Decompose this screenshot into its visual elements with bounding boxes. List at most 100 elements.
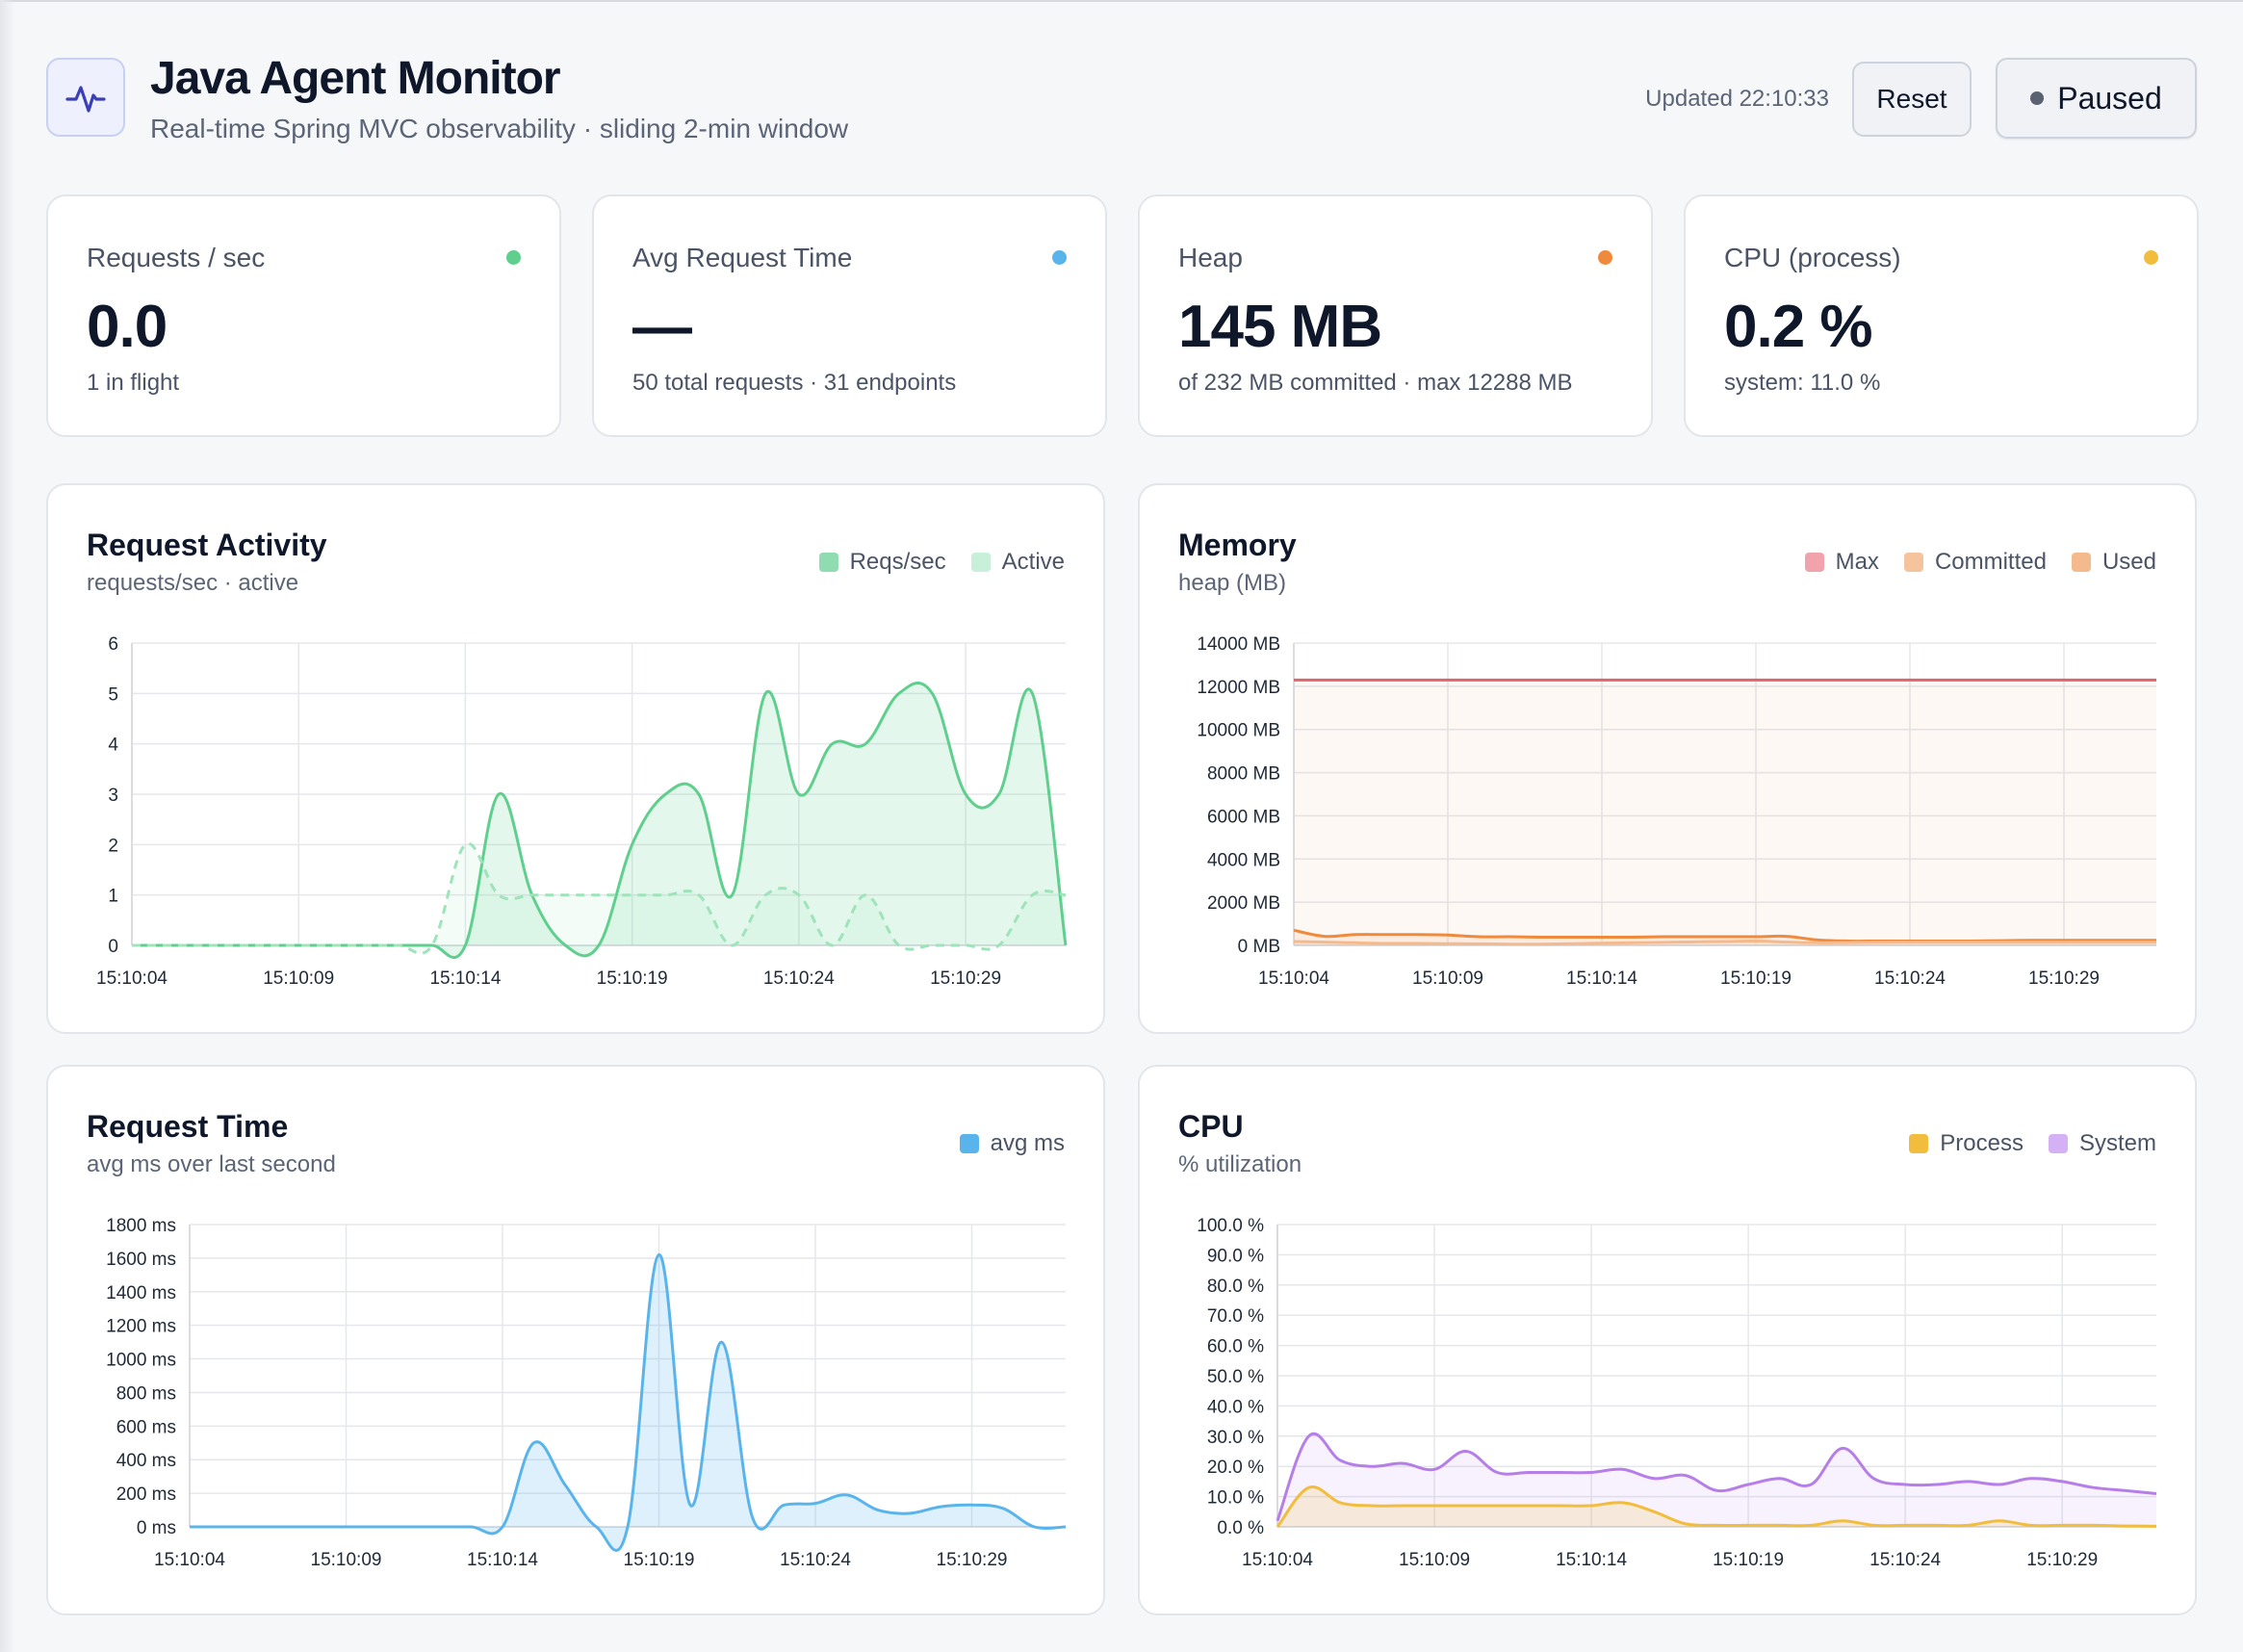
legend-swatch <box>2048 1134 2068 1153</box>
series-line-committed <box>1293 928 2156 943</box>
memory-panel: Memory heap (MB) Max Committed Used 0 MB 20… <box>1138 483 2197 1034</box>
updated-timestamp: Updated 22:10:33 <box>1645 86 1829 112</box>
stat-subtext: of 232 MB committed · max 12288 MB <box>1178 370 1573 396</box>
status-dot <box>506 250 521 265</box>
x-tick-label: 15:10:24 <box>1869 1550 1941 1570</box>
status-dot <box>2144 250 2158 265</box>
reset-button[interactable]: Reset <box>1852 62 1972 137</box>
legend-label: avg ms <box>990 1130 1065 1156</box>
chart-legend: Process System <box>1909 1130 2156 1157</box>
x-tick-label: 15:10:14 <box>467 1550 538 1570</box>
legend-item[interactable]: Committed <box>1903 549 2047 576</box>
x-tick-label: 15:10:24 <box>780 1550 851 1570</box>
y-tick-label: 1600 ms <box>106 1250 176 1270</box>
paused-button-label: Paused <box>2057 80 2162 116</box>
y-tick-label: 4 <box>108 736 118 756</box>
cpu-panel: CPU % utilization Process System 0.0 % 10.… <box>1138 1065 2197 1615</box>
y-tick-label: 70.0 % <box>1207 1306 1264 1327</box>
x-tick-label: 15:10:29 <box>2028 968 2100 989</box>
chart-subtitle: avg ms over last second <box>87 1151 336 1177</box>
x-tick-label: 15:10:14 <box>429 968 501 989</box>
reset-button-label: Reset <box>1876 84 1947 114</box>
legend-swatch <box>1804 553 1824 572</box>
y-tick-label: 0 ms <box>137 1518 176 1538</box>
stat-label: CPU (process) <box>1724 243 1901 272</box>
y-tick-label: 0.0 % <box>1217 1518 1264 1538</box>
y-tick-label: 1 <box>108 887 118 907</box>
y-tick-label: 6000 MB <box>1207 807 1280 827</box>
legend-item[interactable]: Max <box>1804 549 1879 576</box>
top-border <box>0 0 2243 2</box>
y-tick-label: 200 ms <box>116 1484 176 1505</box>
stat-card-requests-per-sec: Requests / sec 0.0 1 in flight <box>46 194 561 437</box>
y-tick-label: 800 ms <box>116 1383 176 1404</box>
request-activity-panel: Request Activity requests/sec · active R… <box>46 483 1105 1034</box>
legend-label: Reqs/sec <box>849 549 946 575</box>
series-line-reqs-sec <box>132 682 1068 960</box>
x-tick-label: 15:10:09 <box>1412 968 1483 989</box>
x-tick-label: 15:10:24 <box>1874 968 1946 989</box>
legend-item[interactable]: Process <box>1909 1130 2024 1157</box>
stat-label: Avg Request Time <box>632 243 853 272</box>
y-tick-label: 20.0 % <box>1207 1458 1264 1478</box>
chart-subtitle: % utilization <box>1178 1151 1302 1177</box>
y-tick-label: 8000 MB <box>1207 764 1280 785</box>
x-tick-label: 15:10:19 <box>1713 1550 1784 1570</box>
x-tick-label: 15:10:04 <box>1242 1550 1313 1570</box>
y-tick-label: 60.0 % <box>1207 1337 1264 1357</box>
legend-swatch <box>1903 553 1923 572</box>
y-tick-label: 400 ms <box>116 1451 176 1471</box>
stat-card-cpu-process: CPU (process) 0.2 % system: 11.0 % <box>1684 194 2199 437</box>
series-line-avg-ms <box>190 1252 1067 1552</box>
stat-subtext: system: 11.0 % <box>1724 370 1881 396</box>
paused-status-dot <box>2030 91 2045 105</box>
legend-swatch <box>1909 1134 1929 1153</box>
series-area-process <box>1277 1486 2156 1527</box>
legend-label: Committed <box>1934 549 2047 575</box>
series-line-active <box>132 841 1067 955</box>
y-tick-label: 2000 MB <box>1207 893 1280 914</box>
y-tick-label: 0 MB <box>1238 937 1280 957</box>
chart-legend: Max Committed Used <box>1804 549 2156 576</box>
legend-label: System <box>2078 1130 2156 1156</box>
stat-subtext: 50 total requests · 31 endpoints <box>632 370 957 396</box>
x-tick-label: 15:10:04 <box>154 1550 225 1570</box>
y-tick-label: 50.0 % <box>1207 1367 1264 1387</box>
y-tick-label: 1400 ms <box>106 1283 176 1304</box>
y-tick-label: 2 <box>108 836 118 856</box>
y-tick-label: 0 <box>108 937 118 957</box>
request-time-panel: Request Time avg ms over last second avg… <box>46 1065 1105 1615</box>
x-tick-label: 15:10:29 <box>937 1550 1008 1570</box>
x-tick-label: 15:10:09 <box>1399 1550 1470 1570</box>
stat-label: Heap <box>1178 243 1243 272</box>
y-tick-label: 40.0 % <box>1207 1397 1264 1417</box>
legend-swatch <box>2071 553 2091 572</box>
app-title: Java Agent Monitor <box>150 53 561 104</box>
x-tick-label: 15:10:24 <box>763 968 835 989</box>
x-tick-label: 15:10:09 <box>311 1550 382 1570</box>
chart-title: CPU <box>1178 1109 1244 1144</box>
legend-item[interactable]: avg ms <box>959 1130 1065 1157</box>
legend-swatch <box>818 553 838 572</box>
legend-swatch <box>970 553 991 572</box>
chart-subtitle: heap (MB) <box>1178 570 1287 596</box>
stat-card-heap: Heap 145 MB of 232 MB committed · max 12… <box>1138 194 1653 437</box>
legend-label: Process <box>1940 1130 2024 1156</box>
x-tick-label: 15:10:19 <box>1720 968 1792 989</box>
chart-legend: Reqs/sec Active <box>818 549 1065 576</box>
y-tick-label: 90.0 % <box>1207 1246 1264 1266</box>
status-dot <box>1052 250 1067 265</box>
y-tick-label: 10000 MB <box>1197 721 1280 741</box>
legend-item[interactable]: System <box>2048 1130 2156 1157</box>
series-line-used <box>1293 939 2156 946</box>
legend-item[interactable]: Active <box>970 549 1065 576</box>
y-tick-label: 6 <box>108 634 118 655</box>
legend-item[interactable]: Used <box>2071 549 2156 576</box>
chart-title: Request Time <box>87 1109 289 1144</box>
legend-item[interactable]: Reqs/sec <box>818 549 946 576</box>
y-tick-label: 600 ms <box>116 1417 176 1437</box>
legend-label: Used <box>2101 549 2156 575</box>
paused-toggle-button[interactable]: Paused <box>1996 58 2197 139</box>
request-time-chart: 0 ms 200 ms 400 ms 600 ms 800 ms 1000 ms 1200 … <box>106 1216 1067 1570</box>
y-tick-label: 4000 MB <box>1207 850 1280 870</box>
